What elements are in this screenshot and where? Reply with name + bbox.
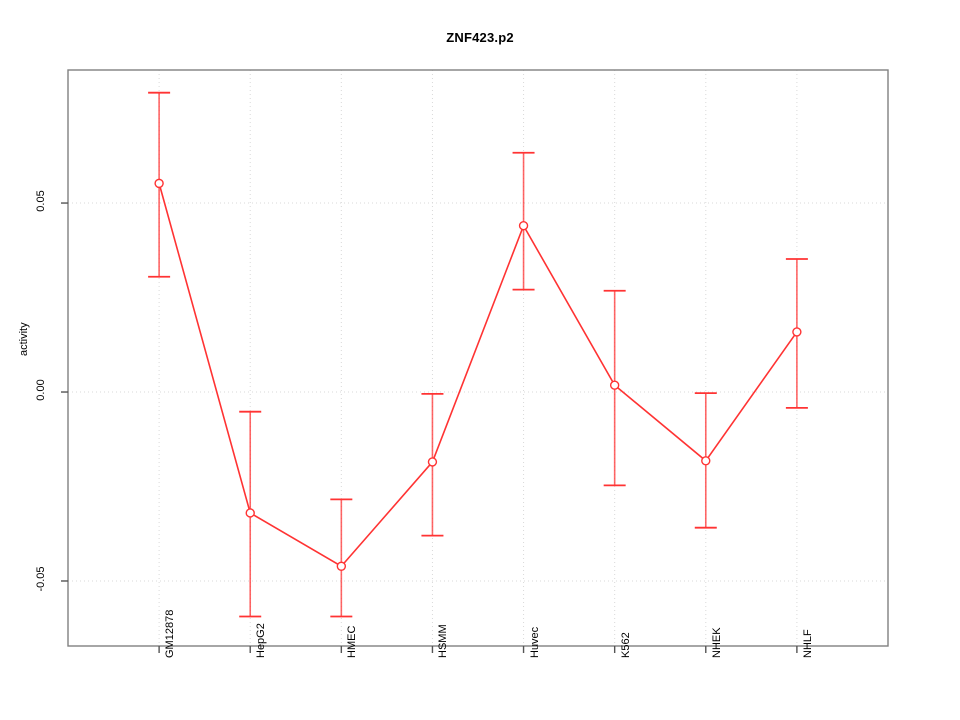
chart-title: ZNF423.p2 bbox=[446, 30, 514, 45]
series-line bbox=[158, 183, 798, 568]
y-tick-label: 0.05 bbox=[35, 190, 47, 212]
data-point-markers bbox=[154, 178, 802, 571]
x-tick-label: NHLF bbox=[801, 629, 814, 658]
x-tick-label: HepG2 bbox=[255, 623, 268, 658]
x-tick-label: HMEC bbox=[346, 625, 359, 658]
data-point-marker bbox=[792, 327, 802, 337]
y-tick-label: -0.05 bbox=[35, 566, 47, 592]
y-tick-label: 0.00 bbox=[35, 379, 47, 401]
series-path bbox=[158, 183, 798, 568]
data-point-marker bbox=[518, 221, 529, 231]
error-bars bbox=[148, 91, 808, 618]
x-tick-label: HSMM bbox=[437, 624, 450, 658]
data-point-marker bbox=[154, 178, 164, 189]
data-point-marker bbox=[427, 457, 438, 467]
gridlines bbox=[68, 70, 888, 646]
x-tick-label: Huvec bbox=[528, 626, 541, 658]
data-point-marker bbox=[336, 561, 347, 571]
axis-ticks bbox=[61, 202, 798, 653]
x-tick-label: NHEK bbox=[710, 627, 723, 658]
x-tick-label: K562 bbox=[619, 632, 632, 658]
data-point-marker bbox=[609, 380, 620, 390]
plot-frame bbox=[67, 69, 889, 647]
data-point-marker bbox=[245, 508, 255, 518]
data-point-marker bbox=[701, 456, 711, 466]
x-tick-label: GM12878 bbox=[164, 609, 177, 658]
